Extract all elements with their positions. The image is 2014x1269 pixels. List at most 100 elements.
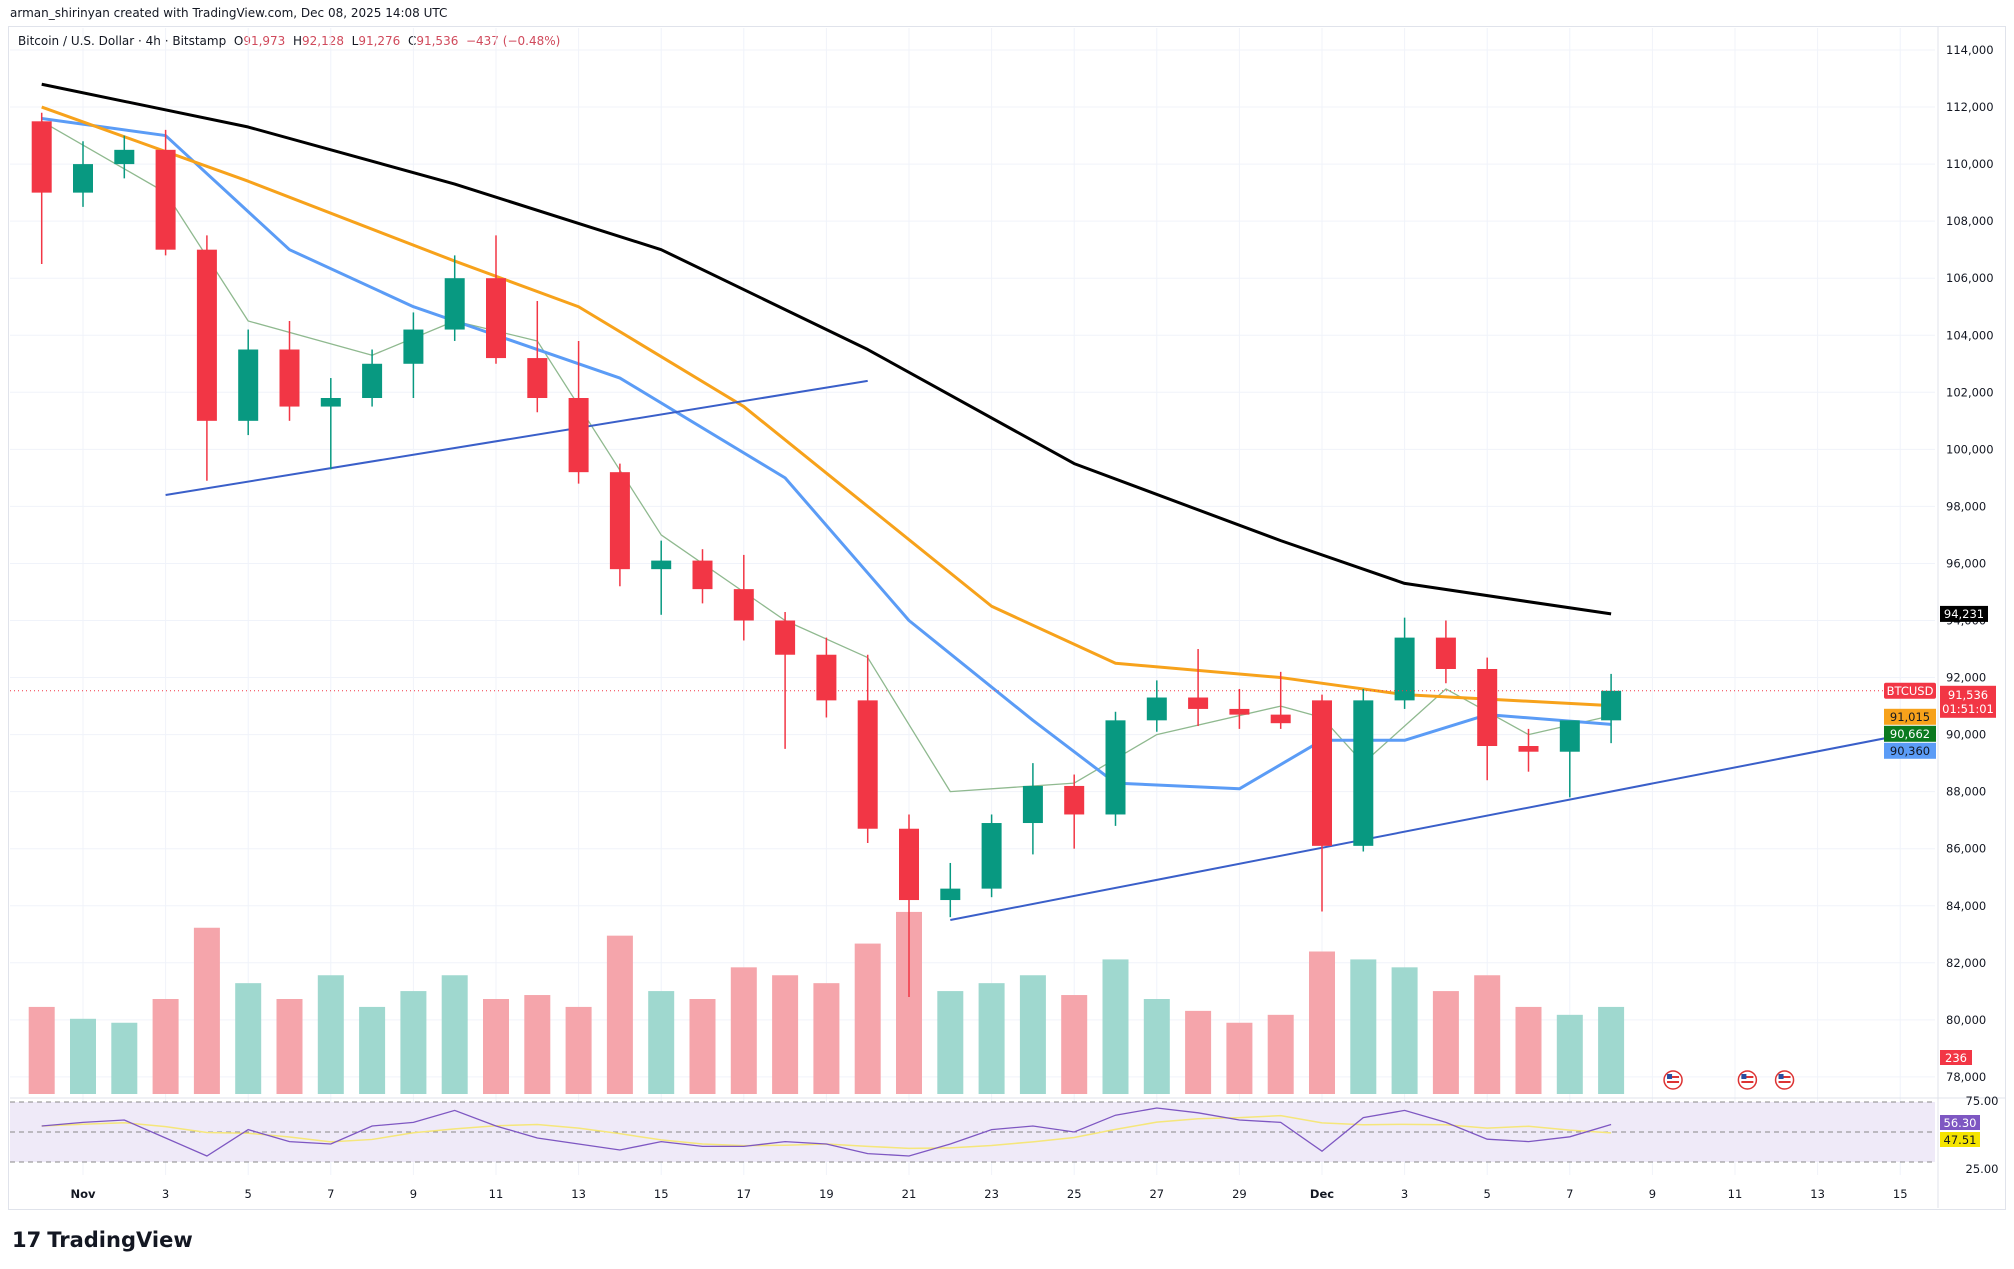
candle-body [816, 654, 837, 701]
volume-bar [235, 983, 262, 1094]
volume-bar [152, 999, 179, 1094]
price-tick-label: 114,000 [1946, 43, 1994, 57]
flag-stripe [1667, 1076, 1680, 1078]
volume-bar [1515, 1006, 1542, 1094]
price-tick-label: 110,000 [1946, 157, 1994, 171]
flag-stripe [1667, 1081, 1680, 1083]
date-tick-label: 7 [327, 1187, 334, 1201]
price-tick-label: 82,000 [1946, 956, 1986, 970]
symbol-tag-label: BTCUSD [1887, 684, 1934, 698]
close-value: 91,536 [416, 34, 459, 48]
rsi-line [41, 1107, 1612, 1157]
ma-price-label: 91,015 [1890, 710, 1930, 724]
date-tick-label: 17 [736, 1187, 751, 1201]
date-tick-label: 5 [1484, 1187, 1491, 1201]
candle-body [568, 398, 589, 473]
volume-bar [193, 927, 220, 1094]
logo-text: TradingView [47, 1228, 193, 1252]
candle-body [1394, 637, 1415, 701]
symbol-tag [1884, 682, 1936, 699]
volume-bar [854, 943, 881, 1094]
candle-body [1353, 700, 1374, 846]
countdown-label: 01:51:01 [1942, 702, 1994, 716]
candle-body [238, 349, 259, 421]
candle-body [196, 249, 217, 421]
volume-bar [1102, 959, 1129, 1094]
candle-body [1064, 785, 1085, 815]
candle-body [155, 149, 176, 250]
volume-bar [1267, 1014, 1294, 1094]
volume-bar [1185, 1010, 1212, 1094]
ma-price-label: 94,231 [1944, 607, 1984, 621]
candle-body [1105, 720, 1126, 815]
volume-bar [1019, 975, 1046, 1094]
flag-stripe [1778, 1076, 1791, 1078]
volume-bar [1556, 1014, 1583, 1094]
date-tick-label: 13 [1810, 1187, 1825, 1201]
ma-price-tag [1884, 708, 1936, 725]
rsi-ma-tag-label: 47.51 [1944, 1133, 1977, 1147]
tradingview-logo[interactable]: 𝟭𝟳 TradingView [12, 1228, 193, 1252]
date-tick-label: 11 [489, 1187, 504, 1201]
high-label: H [292, 34, 302, 48]
ma-price-tag [1884, 725, 1936, 742]
close-label: C [407, 34, 417, 48]
chart-credit: arman_shirinyan created with TradingView… [10, 6, 448, 20]
price-tick-label: 104,000 [1946, 328, 1994, 342]
last-price-tag [1940, 685, 1996, 718]
ma-price-label: 90,662 [1890, 727, 1930, 741]
rsi-tag [1940, 1115, 1980, 1130]
price-tick-label: 92,000 [1946, 671, 1986, 685]
price-tick-label: 106,000 [1946, 271, 1994, 285]
date-tick-label: 9 [410, 1187, 417, 1201]
volume-bar [400, 991, 427, 1094]
flag-canton [1667, 1074, 1673, 1079]
volume-bar [689, 999, 716, 1094]
change-value: −437 (−0.48%) [465, 34, 561, 48]
flag-stripe [1741, 1081, 1754, 1083]
ma-price-tag [1884, 742, 1936, 759]
candle-body [320, 398, 341, 407]
chart-frame[interactable] [8, 26, 2006, 1210]
rsi-tick-label: 25.00 [1966, 1162, 1999, 1176]
rsi-tag-label: 56.30 [1944, 1116, 1977, 1130]
ma-orange-line [41, 105, 1612, 708]
date-tick-label: 9 [1649, 1187, 1656, 1201]
candle-body [1270, 714, 1291, 724]
price-tick-label: 78,000 [1946, 1070, 1986, 1084]
candle-body [527, 358, 548, 399]
candle-body [899, 828, 919, 901]
flag-canton [1741, 1074, 1747, 1079]
rsi-ma-tag [1940, 1132, 1980, 1147]
volume-bar [111, 1022, 138, 1094]
candle-body [609, 472, 630, 570]
ma-price-tag [1940, 605, 1988, 622]
candle-body [1229, 708, 1250, 715]
price-tick-label: 80,000 [1946, 1013, 1986, 1027]
date-tick-label: 25 [1067, 1187, 1082, 1201]
date-tick-label: Nov [70, 1187, 96, 1201]
date-tick-label: 3 [1401, 1187, 1408, 1201]
open-value: 91,973 [243, 34, 286, 48]
candle-body [692, 560, 713, 590]
candle-body [940, 888, 961, 901]
candle-body [1188, 697, 1209, 709]
volume-bar [317, 975, 344, 1094]
candle-body [1022, 785, 1043, 824]
candle-body [114, 149, 135, 165]
ma-price-label: 90,360 [1890, 744, 1930, 758]
trendline [950, 727, 1934, 921]
us-flag-icon [1663, 1070, 1683, 1090]
volume-bar [937, 991, 964, 1094]
volume-bar [1350, 959, 1377, 1094]
volume-bar [648, 991, 675, 1094]
last-price-label: 91,536 [1948, 688, 1988, 702]
price-tick-label: 112,000 [1946, 100, 1994, 114]
price-tick-label: 102,000 [1946, 385, 1994, 399]
candle-body [857, 700, 878, 829]
date-tick-label: 5 [245, 1187, 252, 1201]
date-tick-label: Dec [1310, 1187, 1334, 1201]
candle-body [279, 349, 300, 407]
date-tick-label: 15 [654, 1187, 669, 1201]
